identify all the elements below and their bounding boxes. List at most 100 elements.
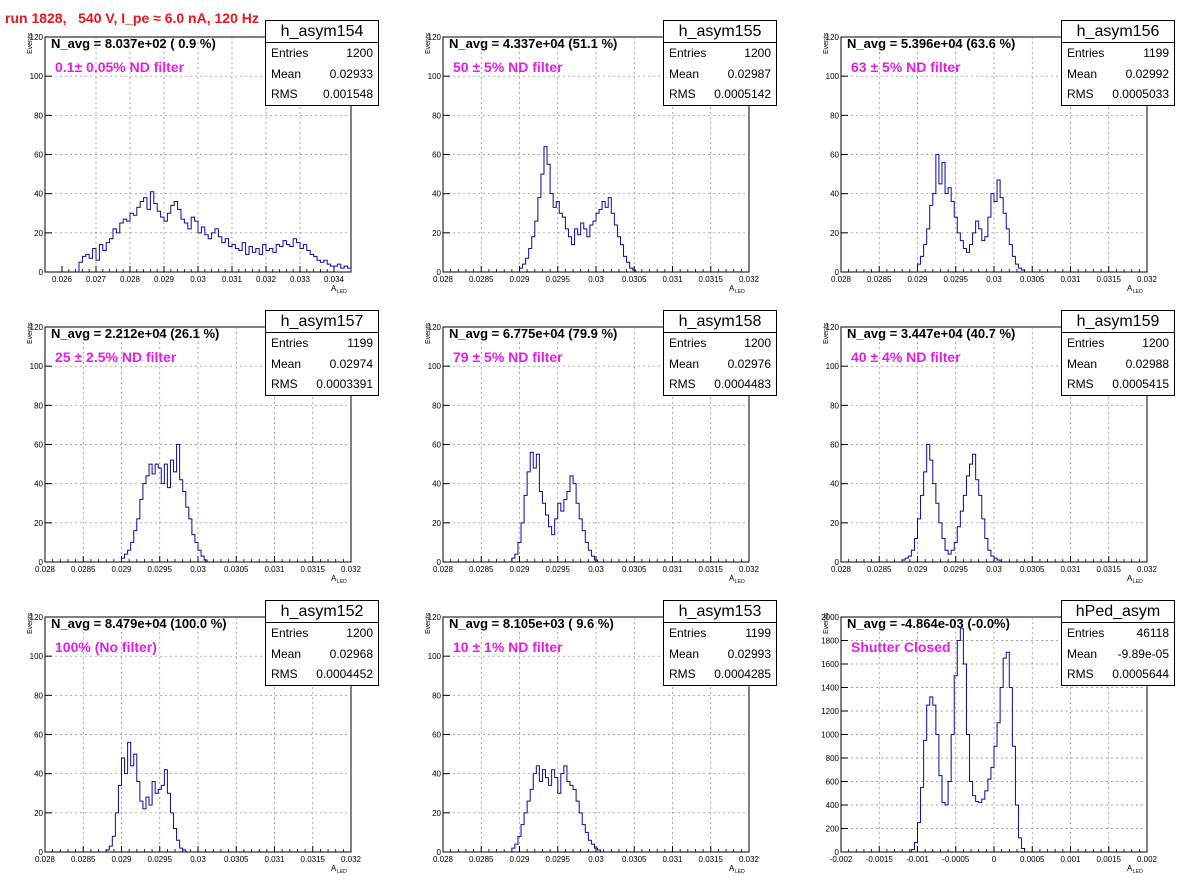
x-tick-label: 0.029	[509, 275, 530, 284]
y-tick-label: 0	[437, 558, 442, 567]
navg-label: N_avg = 8.479e+04 (100.0 %)	[51, 616, 227, 631]
stats-row-mean: Mean 0.02968	[266, 644, 378, 665]
y-tick-label: 100	[826, 362, 840, 371]
y-tick-label: 80	[34, 691, 43, 700]
y-tick-label: 600	[826, 778, 840, 787]
x-axis-label: A	[729, 284, 735, 293]
x-tick-label: 0.031	[264, 855, 285, 864]
x-tick-label: 0.0285	[867, 565, 892, 574]
stats-entries-label: Entries	[669, 626, 707, 640]
x-axis-label: A	[331, 284, 337, 293]
stats-mean-label: Mean	[669, 66, 700, 81]
y-tick-label: 1200	[821, 707, 839, 716]
y-tick-label: 0	[437, 848, 442, 857]
x-axis-label-sub: LED	[1133, 869, 1143, 875]
stats-entries-value: 1200	[744, 46, 771, 60]
y-tick-label: 0	[437, 268, 442, 277]
x-tick-label: 0.029	[907, 565, 928, 574]
stats-box: h_asym156 Entries 1199 Mean 0.02992 RMS 0.0005…	[1061, 20, 1175, 106]
y-tick-label: 80	[432, 401, 441, 410]
x-tick-label: 0.032	[1137, 275, 1158, 284]
stats-mean-value: 0.02993	[727, 646, 771, 661]
x-tick-label: 0.029	[509, 855, 530, 864]
y-tick-label: 1800	[821, 637, 839, 646]
navg-label: N_avg = 8.105e+03 ( 9.6 %)	[449, 616, 614, 631]
stats-row-mean: Mean 0.02993	[664, 644, 776, 665]
stats-entries-value: 1200	[744, 336, 771, 350]
x-tick-label: 0.0315	[301, 855, 326, 864]
stats-title: hPed_asym	[1062, 601, 1174, 623]
x-axis-label: A	[729, 864, 735, 873]
x-tick-label: 0.03	[986, 565, 1002, 574]
stats-row-entries: Entries 1200	[1062, 333, 1174, 354]
x-tick-label: 0.028	[35, 565, 56, 574]
x-axis-label-sub: LED	[735, 289, 745, 295]
stats-mean-label: Mean	[271, 66, 302, 81]
x-tick-label: 0.0015	[1097, 855, 1122, 864]
stats-row-rms: RMS 0.001548	[266, 84, 378, 105]
x-tick-label: -0.0005	[942, 855, 970, 864]
navg-label: N_avg = -4.864e-03 (-0.0%)	[847, 616, 1010, 631]
stats-mean-value: 0.02968	[329, 646, 373, 661]
y-tick-label: 20	[34, 229, 43, 238]
x-tick-label: 0.033	[290, 275, 311, 284]
y-tick-label: 40	[432, 770, 441, 779]
stats-rms-label: RMS	[669, 87, 696, 101]
x-tick-label: 0.0295	[148, 565, 173, 574]
x-tick-label: 0.032	[739, 275, 760, 284]
histogram-outline	[910, 628, 1026, 852]
stats-mean-value: 0.02933	[329, 66, 373, 81]
x-tick-label: 0.0285	[469, 565, 494, 574]
x-tick-label: 0.0285	[867, 275, 892, 284]
stats-mean-value: 0.02976	[727, 356, 771, 371]
x-tick-label: 0.0305	[224, 565, 249, 574]
y-tick-label: 100	[428, 652, 442, 661]
x-tick-label: 0.029	[111, 565, 132, 574]
stats-entries-label: Entries	[1067, 336, 1105, 350]
stats-box: hPed_asym Entries 46118 Mean -9.89e-05 RMS 0.0…	[1061, 600, 1175, 686]
stats-row-mean: Mean 0.02992	[1062, 64, 1174, 85]
x-axis-label-sub: LED	[337, 579, 347, 585]
histogram-outline	[78, 191, 352, 272]
stats-row-entries: Entries 1199	[1062, 43, 1174, 64]
y-tick-label: 60	[34, 151, 43, 160]
histogram-outline	[511, 765, 602, 852]
stats-row-mean: Mean 0.02933	[266, 64, 378, 85]
navg-label: N_avg = 5.396e+04 (63.6 %)	[847, 36, 1016, 51]
stats-rms-label: RMS	[1067, 87, 1094, 101]
y-tick-label: 100	[30, 72, 44, 81]
y-tick-label: 1000	[821, 731, 839, 740]
histogram-outline	[105, 741, 187, 852]
x-tick-label: 0.0285	[71, 855, 96, 864]
y-axis-label: Events	[425, 32, 432, 54]
y-tick-label: 40	[432, 190, 441, 199]
stats-title: h_asym153	[664, 601, 776, 623]
x-tick-label: 0.031	[662, 275, 683, 284]
x-tick-label: 0.0315	[699, 855, 724, 864]
x-tick-label: 0.031	[662, 565, 683, 574]
y-tick-label: 0	[39, 848, 44, 857]
x-tick-label: 0.026	[52, 275, 73, 284]
stats-row-entries: Entries 1200	[664, 43, 776, 64]
y-tick-label: 40	[34, 190, 43, 199]
stats-mean-value: 0.02988	[1125, 356, 1169, 371]
y-tick-label: 100	[428, 362, 442, 371]
stats-box: h_asym159 Entries 1200 Mean 0.02988 RMS 0.0005…	[1061, 310, 1175, 396]
y-tick-label: 120	[30, 323, 44, 332]
x-tick-label: 0.0305	[622, 565, 647, 574]
x-tick-label: 0.031	[222, 275, 243, 284]
y-tick-label: 0	[835, 268, 840, 277]
y-tick-label: 80	[34, 111, 43, 120]
histogram-svg: -0.002 -0.0015 -0.001 -0.0005 0 0.0005 0.001 0.…	[821, 612, 1157, 875]
stats-rms-value: 0.0004483	[714, 377, 771, 391]
x-tick-label: 0.032	[739, 565, 760, 574]
stats-row-entries: Entries 1200	[266, 623, 378, 644]
x-tick-label: 0.029	[509, 565, 530, 574]
y-tick-label: 120	[428, 613, 442, 622]
x-tick-label: -0.002	[830, 855, 853, 864]
y-tick-label: 40	[432, 480, 441, 489]
x-tick-label: 0.0285	[469, 275, 494, 284]
y-tick-label: 100	[428, 72, 442, 81]
y-tick-label: 2000	[821, 613, 839, 622]
y-tick-label: 40	[830, 480, 839, 489]
